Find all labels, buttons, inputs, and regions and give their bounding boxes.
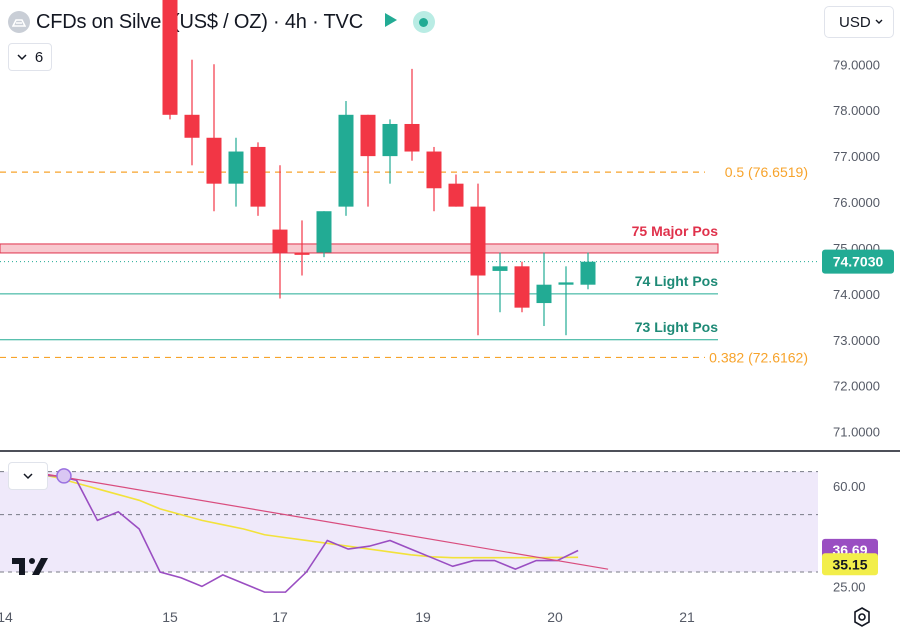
candle-body — [580, 261, 596, 285]
candle[interactable] — [162, 0, 178, 120]
candle[interactable] — [426, 146, 442, 212]
time-tick-label: 19 — [415, 609, 431, 625]
time-tick-label: 20 — [547, 609, 563, 625]
candle[interactable] — [316, 211, 332, 258]
chart-header: CFDs on Silver (US$ / OZ) · 4h · TVC — [8, 8, 435, 36]
settings-icon[interactable] — [851, 606, 873, 633]
candle[interactable] — [184, 59, 200, 166]
major-level-label: 75 Major Pos — [632, 223, 719, 239]
chevron-down-icon — [875, 19, 883, 24]
candle-body — [492, 266, 508, 271]
candle[interactable] — [272, 165, 288, 299]
candle-body — [514, 266, 530, 308]
candle[interactable] — [536, 252, 552, 327]
candle[interactable] — [514, 261, 530, 313]
rsi-ma-value-badge — [822, 553, 878, 576]
rsi-line — [13, 470, 579, 593]
candle-body — [382, 123, 398, 157]
candle[interactable] — [294, 220, 310, 276]
candle-body — [536, 284, 552, 304]
candle-body — [404, 123, 420, 152]
tradingview-logo — [12, 555, 54, 582]
rsi-ma-line — [13, 470, 579, 559]
candle-body — [162, 0, 178, 115]
price-tick-label: 79.0000 — [833, 57, 880, 72]
candle-body — [272, 229, 288, 253]
candle-body — [558, 282, 574, 285]
candle-body — [470, 206, 486, 276]
candle[interactable] — [492, 252, 508, 313]
time-tick-label: 15 — [162, 609, 178, 625]
price-tick-label: 74.0000 — [833, 287, 880, 302]
rsi-pane-toggle[interactable] — [8, 462, 48, 490]
time-tick-label: 17 — [272, 609, 288, 625]
chevron-down-icon — [23, 472, 33, 479]
price-tick-label: 72.0000 — [833, 379, 880, 394]
candle[interactable] — [382, 119, 398, 184]
chart-title[interactable]: CFDs on Silver (US$ / OZ) · 4h · TVC — [36, 10, 363, 33]
candle[interactable] — [360, 114, 376, 207]
light-level-label: 73 Light Pos — [635, 319, 718, 335]
candle-body — [228, 151, 244, 184]
candle-body — [294, 252, 310, 255]
candle[interactable] — [470, 183, 486, 336]
rsi-ma-value-label: 35.15 — [832, 556, 867, 572]
indicator-count: 6 — [34, 48, 44, 66]
symbol-logo-icon — [8, 11, 30, 33]
indicators-toggle[interactable]: 6 — [8, 43, 52, 71]
rsi-tick-label: 60.00 — [833, 479, 866, 494]
candle[interactable] — [206, 64, 222, 212]
candle[interactable] — [338, 101, 354, 216]
currency-label: USD — [839, 13, 871, 31]
light-level-label: 74 Light Pos — [635, 273, 718, 289]
major-level-zone — [0, 243, 719, 254]
price-tick-label: 76.0000 — [833, 195, 880, 210]
flag-icon[interactable] — [383, 12, 399, 33]
price-tick-label: 77.0000 — [833, 149, 880, 164]
candle-body — [426, 151, 442, 189]
last-price-badge — [822, 249, 894, 274]
fib-level-label: 0.5 (76.6519) — [725, 164, 808, 180]
candle-body — [338, 114, 354, 207]
time-tick-label: 14 — [0, 609, 13, 625]
candle-body — [360, 114, 376, 157]
candle-body — [316, 211, 332, 253]
candle[interactable] — [580, 252, 596, 290]
price-tick-label: 71.0000 — [833, 425, 880, 440]
candle-body — [250, 146, 266, 207]
last-price-label: 74.7030 — [833, 254, 884, 270]
candle[interactable] — [448, 174, 464, 207]
fib-level-label: 0.382 (72.6162) — [709, 349, 808, 365]
price-tick-label: 73.0000 — [833, 333, 880, 348]
time-tick-label: 21 — [679, 609, 695, 625]
candle[interactable] — [228, 137, 244, 207]
candle[interactable] — [250, 142, 266, 216]
currency-select[interactable]: USD — [824, 6, 894, 38]
price-tick-label: 78.0000 — [833, 103, 880, 118]
market-status-icon[interactable] — [412, 11, 435, 33]
rsi-trendline — [13, 468, 609, 570]
candle-body — [206, 137, 222, 184]
candle[interactable] — [404, 68, 420, 161]
rsi-tick-label: 25.00 — [833, 579, 866, 594]
rsi-anchor-point[interactable] — [56, 468, 72, 484]
candle-body — [448, 183, 464, 207]
candle-body — [184, 114, 200, 138]
candle[interactable] — [558, 266, 574, 336]
chevron-down-icon — [17, 53, 27, 60]
